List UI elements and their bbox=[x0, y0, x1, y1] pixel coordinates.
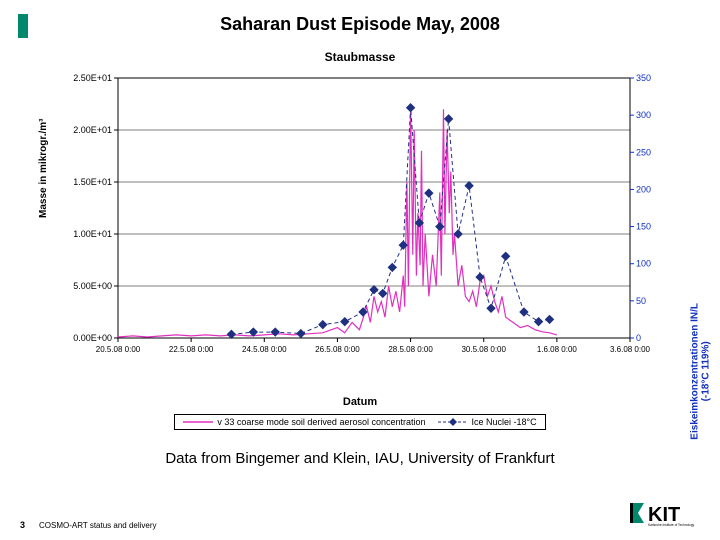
caption: Data from Bingemer and Klein, IAU, Unive… bbox=[0, 450, 720, 467]
legend-label: Ice Nuclei -18°C bbox=[472, 417, 537, 427]
svg-text:2.00E+01: 2.00E+01 bbox=[73, 125, 112, 135]
svg-text:50: 50 bbox=[636, 296, 646, 306]
svg-text:150: 150 bbox=[636, 222, 651, 232]
legend-item: Ice Nuclei -18°C bbox=[438, 417, 537, 427]
footer-text: COSMO-ART status and delivery bbox=[39, 521, 157, 530]
svg-text:20.5.08 0:00: 20.5.08 0:00 bbox=[96, 345, 141, 354]
kit-logo: KIT Karlsruhe Institute of Technology bbox=[630, 499, 700, 532]
svg-text:0: 0 bbox=[636, 333, 641, 343]
svg-text:0.00E+00: 0.00E+00 bbox=[73, 333, 112, 343]
svg-text:350: 350 bbox=[636, 73, 651, 83]
svg-text:100: 100 bbox=[636, 259, 651, 269]
svg-text:28.5.08 0:00: 28.5.08 0:00 bbox=[388, 345, 433, 354]
legend-item: v 33 coarse mode soil derived aerosol co… bbox=[183, 417, 425, 427]
svg-text:3.6.08 0:00: 3.6.08 0:00 bbox=[610, 345, 651, 354]
chart-legend: v 33 coarse mode soil derived aerosol co… bbox=[174, 414, 545, 430]
svg-text:26.5.08 0:00: 26.5.08 0:00 bbox=[315, 345, 360, 354]
y-right-label-line1: Eiskeimkonzentrationen IN/L bbox=[690, 303, 701, 440]
chart-title: Staubmasse bbox=[40, 50, 680, 64]
svg-text:5.00E+00: 5.00E+00 bbox=[73, 281, 112, 291]
slide-title: Saharan Dust Episode May, 2008 bbox=[0, 14, 720, 35]
legend-label: v 33 coarse mode soil derived aerosol co… bbox=[217, 417, 425, 427]
svg-text:30.5.08 0:00: 30.5.08 0:00 bbox=[461, 345, 506, 354]
y-right-label-line2: (-18°C 119%) bbox=[701, 341, 712, 401]
y-right-axis-label: Eiskeimkonzentrationen IN/L (-18°C 119%) bbox=[690, 303, 712, 440]
svg-text:250: 250 bbox=[636, 147, 651, 157]
plot-area: Masse in mikrogr./m³ Eiskeimkonzentratio… bbox=[40, 68, 680, 368]
kit-logo-sub: Karlsruhe Institute of Technology bbox=[648, 523, 695, 527]
svg-text:22.5.08 0:00: 22.5.08 0:00 bbox=[169, 345, 214, 354]
svg-text:2.50E+01: 2.50E+01 bbox=[73, 73, 112, 83]
slide: Saharan Dust Episode May, 2008 Staubmass… bbox=[0, 0, 720, 540]
svg-text:1.50E+01: 1.50E+01 bbox=[73, 177, 112, 187]
chart-container: Staubmasse Masse in mikrogr./m³ Eiskeimk… bbox=[40, 50, 680, 430]
svg-text:1.00E+01: 1.00E+01 bbox=[73, 229, 112, 239]
footer: 3 COSMO-ART status and delivery bbox=[20, 520, 157, 530]
svg-text:200: 200 bbox=[636, 184, 651, 194]
svg-text:24.5.08 0:00: 24.5.08 0:00 bbox=[242, 345, 287, 354]
x-axis-label: Datum bbox=[40, 396, 680, 408]
page-number: 3 bbox=[20, 520, 25, 530]
svg-text:300: 300 bbox=[636, 110, 651, 120]
chart-svg: 0.00E+00 5.00E+00 1.00E+01 1.50E+01 2.00E+01… bbox=[40, 68, 680, 368]
svg-text:1.6.08 0:00: 1.6.08 0:00 bbox=[537, 345, 578, 354]
